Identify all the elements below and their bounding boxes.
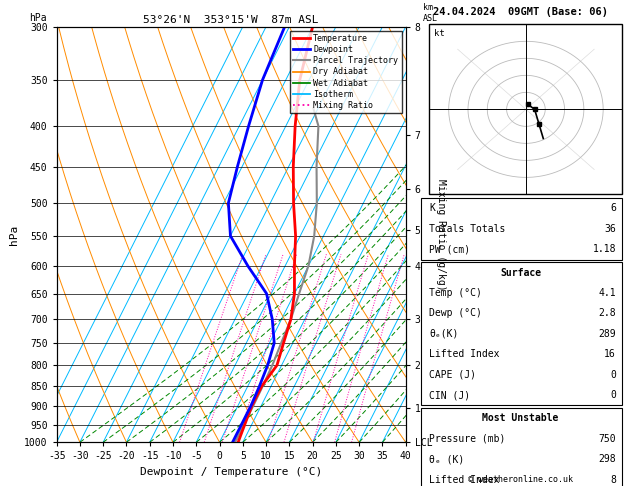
Text: PW (cm): PW (cm) (430, 244, 470, 254)
Text: km
ASL: km ASL (423, 3, 438, 22)
Y-axis label: Mixing Ratio (g/kg): Mixing Ratio (g/kg) (437, 179, 446, 290)
Text: 20: 20 (330, 446, 339, 455)
X-axis label: Dewpoint / Temperature (°C): Dewpoint / Temperature (°C) (140, 467, 322, 477)
Text: Dewp (°C): Dewp (°C) (430, 309, 482, 318)
Text: hPa: hPa (29, 13, 47, 22)
Bar (421, 198, 623, 260)
Bar (421, 262, 623, 405)
Text: 16: 16 (604, 349, 616, 359)
Text: 6: 6 (610, 204, 616, 213)
Text: Most Unstable: Most Unstable (482, 414, 559, 423)
Text: kt: kt (434, 29, 445, 38)
Text: K: K (430, 204, 435, 213)
Text: 750: 750 (598, 434, 616, 444)
Text: 0: 0 (610, 390, 616, 400)
Text: 0: 0 (610, 370, 616, 380)
Text: θₑ(K): θₑ(K) (430, 329, 459, 339)
Text: CIN (J): CIN (J) (430, 390, 470, 400)
Text: Pressure (mb): Pressure (mb) (430, 434, 506, 444)
Text: Lifted Index: Lifted Index (430, 349, 500, 359)
Text: 15: 15 (309, 446, 318, 455)
Text: 4.1: 4.1 (598, 288, 616, 298)
Text: Temp (°C): Temp (°C) (430, 288, 482, 298)
Text: 298: 298 (598, 454, 616, 464)
Text: 2: 2 (177, 446, 182, 455)
Text: Lifted Index: Lifted Index (430, 475, 500, 485)
Text: θₑ (K): θₑ (K) (430, 454, 465, 464)
Text: 25: 25 (347, 446, 356, 455)
Text: 3: 3 (202, 446, 206, 455)
Text: 10: 10 (279, 446, 289, 455)
Text: 8: 8 (610, 475, 616, 485)
Text: 8: 8 (266, 446, 270, 455)
Text: 1.18: 1.18 (593, 244, 616, 254)
Text: 4: 4 (220, 446, 225, 455)
Text: 36: 36 (604, 224, 616, 234)
Text: Surface: Surface (500, 268, 541, 278)
Text: 289: 289 (598, 329, 616, 339)
Text: Totals Totals: Totals Totals (430, 224, 506, 234)
Text: CAPE (J): CAPE (J) (430, 370, 476, 380)
Text: © weatheronline.co.uk: © weatheronline.co.uk (468, 474, 573, 484)
Bar (430, 24, 623, 194)
Y-axis label: hPa: hPa (9, 225, 18, 244)
Text: 2.8: 2.8 (598, 309, 616, 318)
Title: 53°26'N  353°15'W  87m ASL: 53°26'N 353°15'W 87m ASL (143, 15, 319, 25)
Bar (421, 408, 623, 486)
Text: 5: 5 (235, 446, 239, 455)
Legend: Temperature, Dewpoint, Parcel Trajectory, Dry Adiabat, Wet Adiabat, Isotherm, Mi: Temperature, Dewpoint, Parcel Trajectory… (290, 31, 401, 113)
Text: 24.04.2024  09GMT (Base: 06): 24.04.2024 09GMT (Base: 06) (433, 7, 608, 17)
